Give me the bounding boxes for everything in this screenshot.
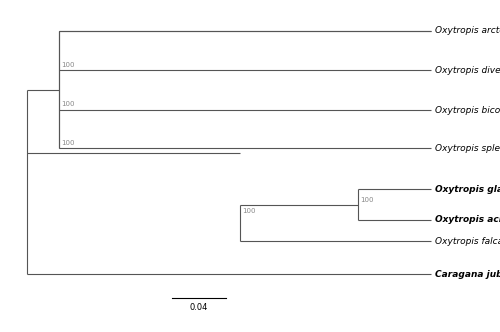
Text: Oxytropis glabra MW349014: Oxytropis glabra MW349014 <box>435 185 500 194</box>
Text: 100: 100 <box>62 140 75 146</box>
Text: 100: 100 <box>242 208 256 214</box>
Text: 100: 100 <box>62 101 75 107</box>
Text: Caragana jubata MT211963: Caragana jubata MT211963 <box>435 270 500 279</box>
Text: Oxytropis falcata MZ983397: Oxytropis falcata MZ983397 <box>435 237 500 246</box>
Text: Oxytropis arctobia MT409175: Oxytropis arctobia MT409175 <box>435 26 500 35</box>
Text: 100: 100 <box>360 197 374 203</box>
Text: Oxytropis diversifolia NC062618: Oxytropis diversifolia NC062618 <box>435 66 500 75</box>
Text: Oxytropis splendens NC050860: Oxytropis splendens NC050860 <box>435 144 500 153</box>
Text: 0.04: 0.04 <box>190 303 208 312</box>
Text: Oxytropis aciphylla OK14343: Oxytropis aciphylla OK14343 <box>435 215 500 224</box>
Text: Oxytropis bicolor MN255323: Oxytropis bicolor MN255323 <box>435 106 500 115</box>
Text: 100: 100 <box>62 62 75 68</box>
